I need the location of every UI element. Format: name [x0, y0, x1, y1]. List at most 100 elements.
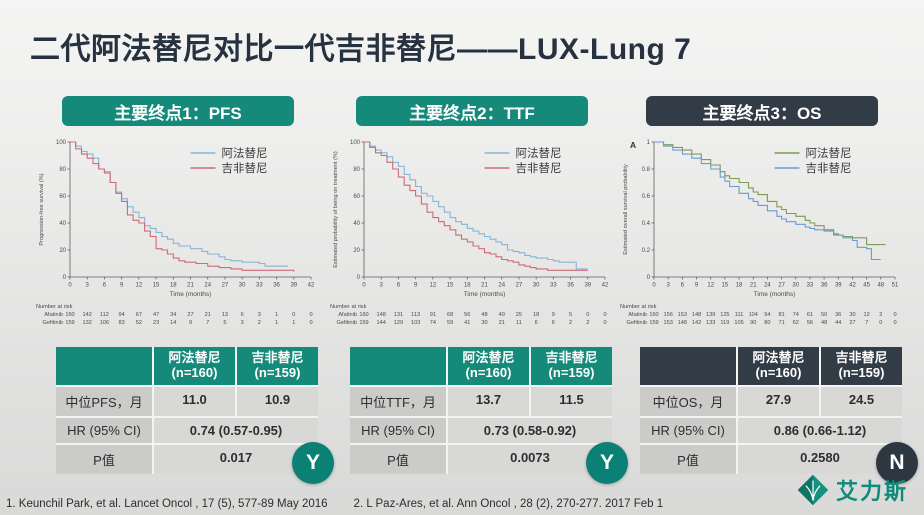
svg-text:60: 60 — [59, 194, 66, 200]
company-logo-text: 艾力斯 — [835, 479, 908, 504]
svg-text:7: 7 — [206, 320, 209, 326]
svg-text:20: 20 — [353, 248, 360, 254]
svg-text:9: 9 — [414, 283, 418, 289]
pfs-col-afatinib-name: 阿法替尼 — [168, 350, 221, 365]
svg-text:5: 5 — [223, 320, 226, 326]
svg-text:113: 113 — [411, 312, 420, 318]
svg-text:Afatinib: Afatinib — [628, 312, 647, 318]
svg-text:9: 9 — [120, 283, 124, 289]
ttf-col-afatinib-n: (n=160) — [465, 364, 512, 380]
svg-text:13: 13 — [222, 312, 228, 318]
svg-text:42: 42 — [849, 283, 856, 289]
svg-text:148: 148 — [377, 312, 386, 318]
endpoint-header-ttf: 主要终点2：TTF — [356, 96, 588, 126]
svg-text:112: 112 — [100, 312, 109, 318]
svg-text:94: 94 — [764, 312, 770, 318]
svg-text:27: 27 — [778, 283, 785, 289]
pfs-col-afatinib-n: (n=160) — [171, 364, 218, 380]
svg-text:18: 18 — [464, 283, 471, 289]
svg-text:153: 153 — [664, 320, 673, 326]
svg-text:50: 50 — [821, 312, 827, 318]
svg-text:Afatinib: Afatinib — [44, 312, 63, 318]
svg-text:106: 106 — [100, 320, 109, 326]
svg-text:6: 6 — [681, 283, 685, 289]
svg-text:132: 132 — [83, 320, 92, 326]
ttf-table-corner — [350, 347, 446, 385]
svg-text:1: 1 — [275, 320, 278, 326]
svg-text:60: 60 — [353, 194, 360, 200]
os-table-corner — [640, 347, 736, 385]
svg-text:51: 51 — [892, 283, 899, 289]
pfs-median-gefitinib: 10.9 — [237, 386, 318, 416]
svg-text:15: 15 — [447, 283, 454, 289]
pfs-table-wrap: 阿法替尼 (n=160) 吉非替尼 (n=159) 中位PFS，月 11.0 1… — [56, 347, 334, 484]
svg-text:9: 9 — [189, 320, 192, 326]
svg-text:6: 6 — [103, 283, 107, 289]
svg-text:18: 18 — [533, 312, 539, 318]
ttf-col-gefitinib-n: (n=159) — [548, 364, 595, 380]
svg-text:30: 30 — [792, 283, 799, 289]
svg-text:9: 9 — [695, 283, 699, 289]
os-hr-value: 0.86 (0.66-1.12) — [738, 417, 902, 443]
os-median-afatinib: 27.9 — [738, 386, 819, 416]
svg-text:Time (months): Time (months) — [170, 291, 212, 298]
svg-text:40: 40 — [353, 221, 360, 227]
svg-text:44: 44 — [835, 320, 841, 326]
svg-text:90: 90 — [750, 320, 756, 326]
svg-text:Progression-free survival (%): Progression-free survival (%) — [39, 173, 45, 245]
svg-text:15: 15 — [153, 283, 160, 289]
svg-text:2: 2 — [586, 320, 589, 326]
svg-text:74: 74 — [430, 320, 436, 326]
svg-text:131: 131 — [394, 312, 403, 318]
panel-os: 主要终点3：OS 0 0.2 0.4 0.6 0.8 1 0 3 6 9 12 15 18 21 24 27 3… — [618, 96, 918, 484]
svg-text:24: 24 — [204, 283, 211, 289]
svg-text:21: 21 — [481, 283, 488, 289]
svg-text:2: 2 — [569, 320, 572, 326]
svg-text:30: 30 — [849, 312, 855, 318]
os-median-label: 中位OS，月 — [640, 386, 736, 416]
svg-text:71: 71 — [778, 320, 784, 326]
svg-text:0: 0 — [879, 320, 882, 326]
svg-text:47: 47 — [153, 312, 159, 318]
pfs-table: 阿法替尼 (n=160) 吉非替尼 (n=159) 中位PFS，月 11.0 1… — [56, 347, 318, 474]
svg-text:156: 156 — [664, 312, 673, 318]
svg-text:Number at risk: Number at risk — [620, 304, 657, 310]
references: 1. Keunchil Park, et al. Lancet Oncol , … — [6, 498, 689, 510]
svg-text:18: 18 — [736, 283, 743, 289]
svg-text:Number at risk: Number at risk — [36, 304, 73, 310]
svg-text:12: 12 — [707, 283, 714, 289]
ttf-pvalue-label: P值 — [350, 444, 446, 474]
svg-text:52: 52 — [136, 320, 142, 326]
svg-text:125: 125 — [720, 312, 729, 318]
svg-text:7: 7 — [865, 320, 868, 326]
svg-text:阿法替尼: 阿法替尼 — [516, 146, 562, 160]
svg-text:67: 67 — [136, 312, 142, 318]
svg-text:Number at risk: Number at risk — [330, 304, 367, 310]
svg-text:15: 15 — [722, 283, 729, 289]
endpoint-header-os: 主要终点3：OS — [646, 96, 878, 126]
svg-text:Afatinib: Afatinib — [338, 312, 357, 318]
pfs-median-label: 中位PFS，月 — [56, 386, 152, 416]
svg-text:0: 0 — [603, 312, 606, 318]
svg-text:153: 153 — [678, 312, 687, 318]
svg-text:2: 2 — [879, 312, 882, 318]
svg-text:3: 3 — [241, 320, 244, 326]
svg-text:45: 45 — [863, 283, 870, 289]
svg-text:吉非替尼: 吉非替尼 — [516, 161, 562, 175]
os-col-gefitinib-n: (n=159) — [838, 364, 885, 380]
company-logo: 艾力斯 — [794, 471, 908, 509]
svg-text:34: 34 — [170, 312, 176, 318]
svg-text:40: 40 — [499, 312, 505, 318]
reference-1: 1. Keunchil Park, et al. Lancet Oncol , … — [6, 498, 328, 510]
svg-text:21: 21 — [499, 320, 505, 326]
pfs-hr-value: 0.74 (0.57-0.95) — [154, 417, 318, 443]
svg-text:148: 148 — [678, 320, 687, 326]
svg-text:91: 91 — [430, 312, 436, 318]
svg-text:40: 40 — [59, 221, 66, 227]
pfs-table-corner — [56, 347, 152, 385]
svg-text:Time (months): Time (months) — [754, 291, 796, 298]
svg-text:36: 36 — [273, 283, 280, 289]
svg-text:阿法替尼: 阿法替尼 — [806, 146, 852, 160]
svg-text:159: 159 — [359, 320, 368, 326]
os-pvalue-label: P值 — [640, 444, 736, 474]
